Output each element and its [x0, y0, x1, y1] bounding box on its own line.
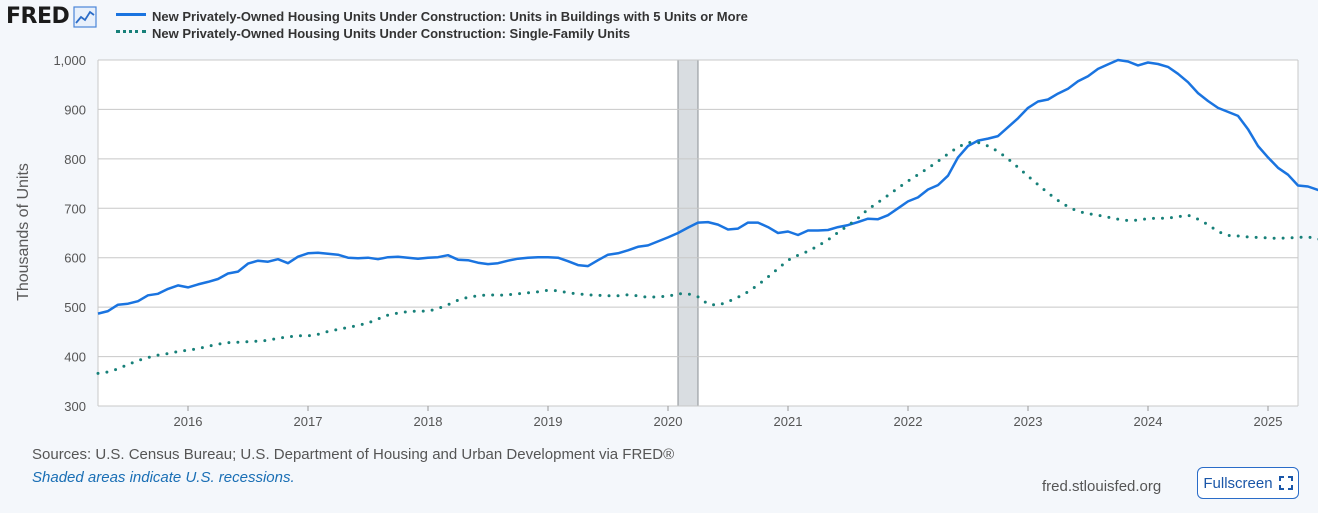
fred-logo-text: FRED: [6, 4, 70, 29]
sources-text: Sources: U.S. Census Bureau; U.S. Depart…: [32, 446, 675, 463]
x-tick-label: 2021: [774, 414, 803, 429]
x-tick-label: 2016: [174, 414, 203, 429]
legend-swatch-dotted: [116, 30, 146, 37]
legend-item-series2[interactable]: New Privately-Owned Housing Units Under …: [116, 25, 748, 42]
x-tick-label: 2017: [294, 414, 323, 429]
y-axis-label: Thousands of Units: [15, 163, 32, 301]
series-lines: [96, 58, 1318, 375]
y-tick-label: 800: [64, 152, 86, 167]
x-tick-label: 2024: [1134, 414, 1163, 429]
expand-icon: [1278, 476, 1293, 490]
series-line-5-units-or-more: [97, 58, 1318, 315]
x-tick-label: 2020: [654, 414, 683, 429]
legend-label-series1: New Privately-Owned Housing Units Under …: [152, 9, 748, 24]
series-line-single-family: [96, 141, 1318, 375]
trend-chart-icon: [73, 5, 97, 28]
y-tick-labels: 300 400 500 600 700 800 900 1,000: [53, 53, 86, 414]
y-tick-label: 700: [64, 201, 86, 216]
legend-swatch-solid: [116, 13, 146, 20]
site-url[interactable]: fred.stlouisfed.org: [1042, 478, 1162, 495]
fred-logo[interactable]: FRED: [6, 4, 97, 29]
recession-shading: [677, 59, 699, 407]
x-tick-labels: 2016 2017 2018 2019 2020 2021 2022 2023 2024 2025: [174, 406, 1283, 429]
recession-band: [677, 59, 699, 407]
fullscreen-button[interactable]: Fullscreen: [1197, 467, 1299, 499]
legend-item-series1[interactable]: New Privately-Owned Housing Units Under …: [116, 8, 748, 25]
y-tick-label: 600: [64, 251, 86, 266]
y-tick-label: 900: [64, 102, 86, 117]
x-tick-label: 2025: [1254, 414, 1283, 429]
recession-note[interactable]: Shaded areas indicate U.S. recessions.: [32, 469, 295, 486]
y-tick-label: 500: [64, 300, 86, 315]
legend: New Privately-Owned Housing Units Under …: [116, 8, 748, 42]
x-tick-label: 2023: [1014, 414, 1043, 429]
y-tick-label: 1,000: [53, 53, 86, 68]
y-tick-label: 400: [64, 350, 86, 365]
x-tick-label: 2019: [534, 414, 563, 429]
y-tick-label: 300: [64, 399, 86, 414]
x-tick-label: 2018: [414, 414, 443, 429]
legend-label-series2: New Privately-Owned Housing Units Under …: [152, 26, 631, 41]
fullscreen-label: Fullscreen: [1203, 474, 1273, 492]
x-tick-label: 2022: [894, 414, 923, 429]
y-gridlines: [97, 59, 1299, 407]
